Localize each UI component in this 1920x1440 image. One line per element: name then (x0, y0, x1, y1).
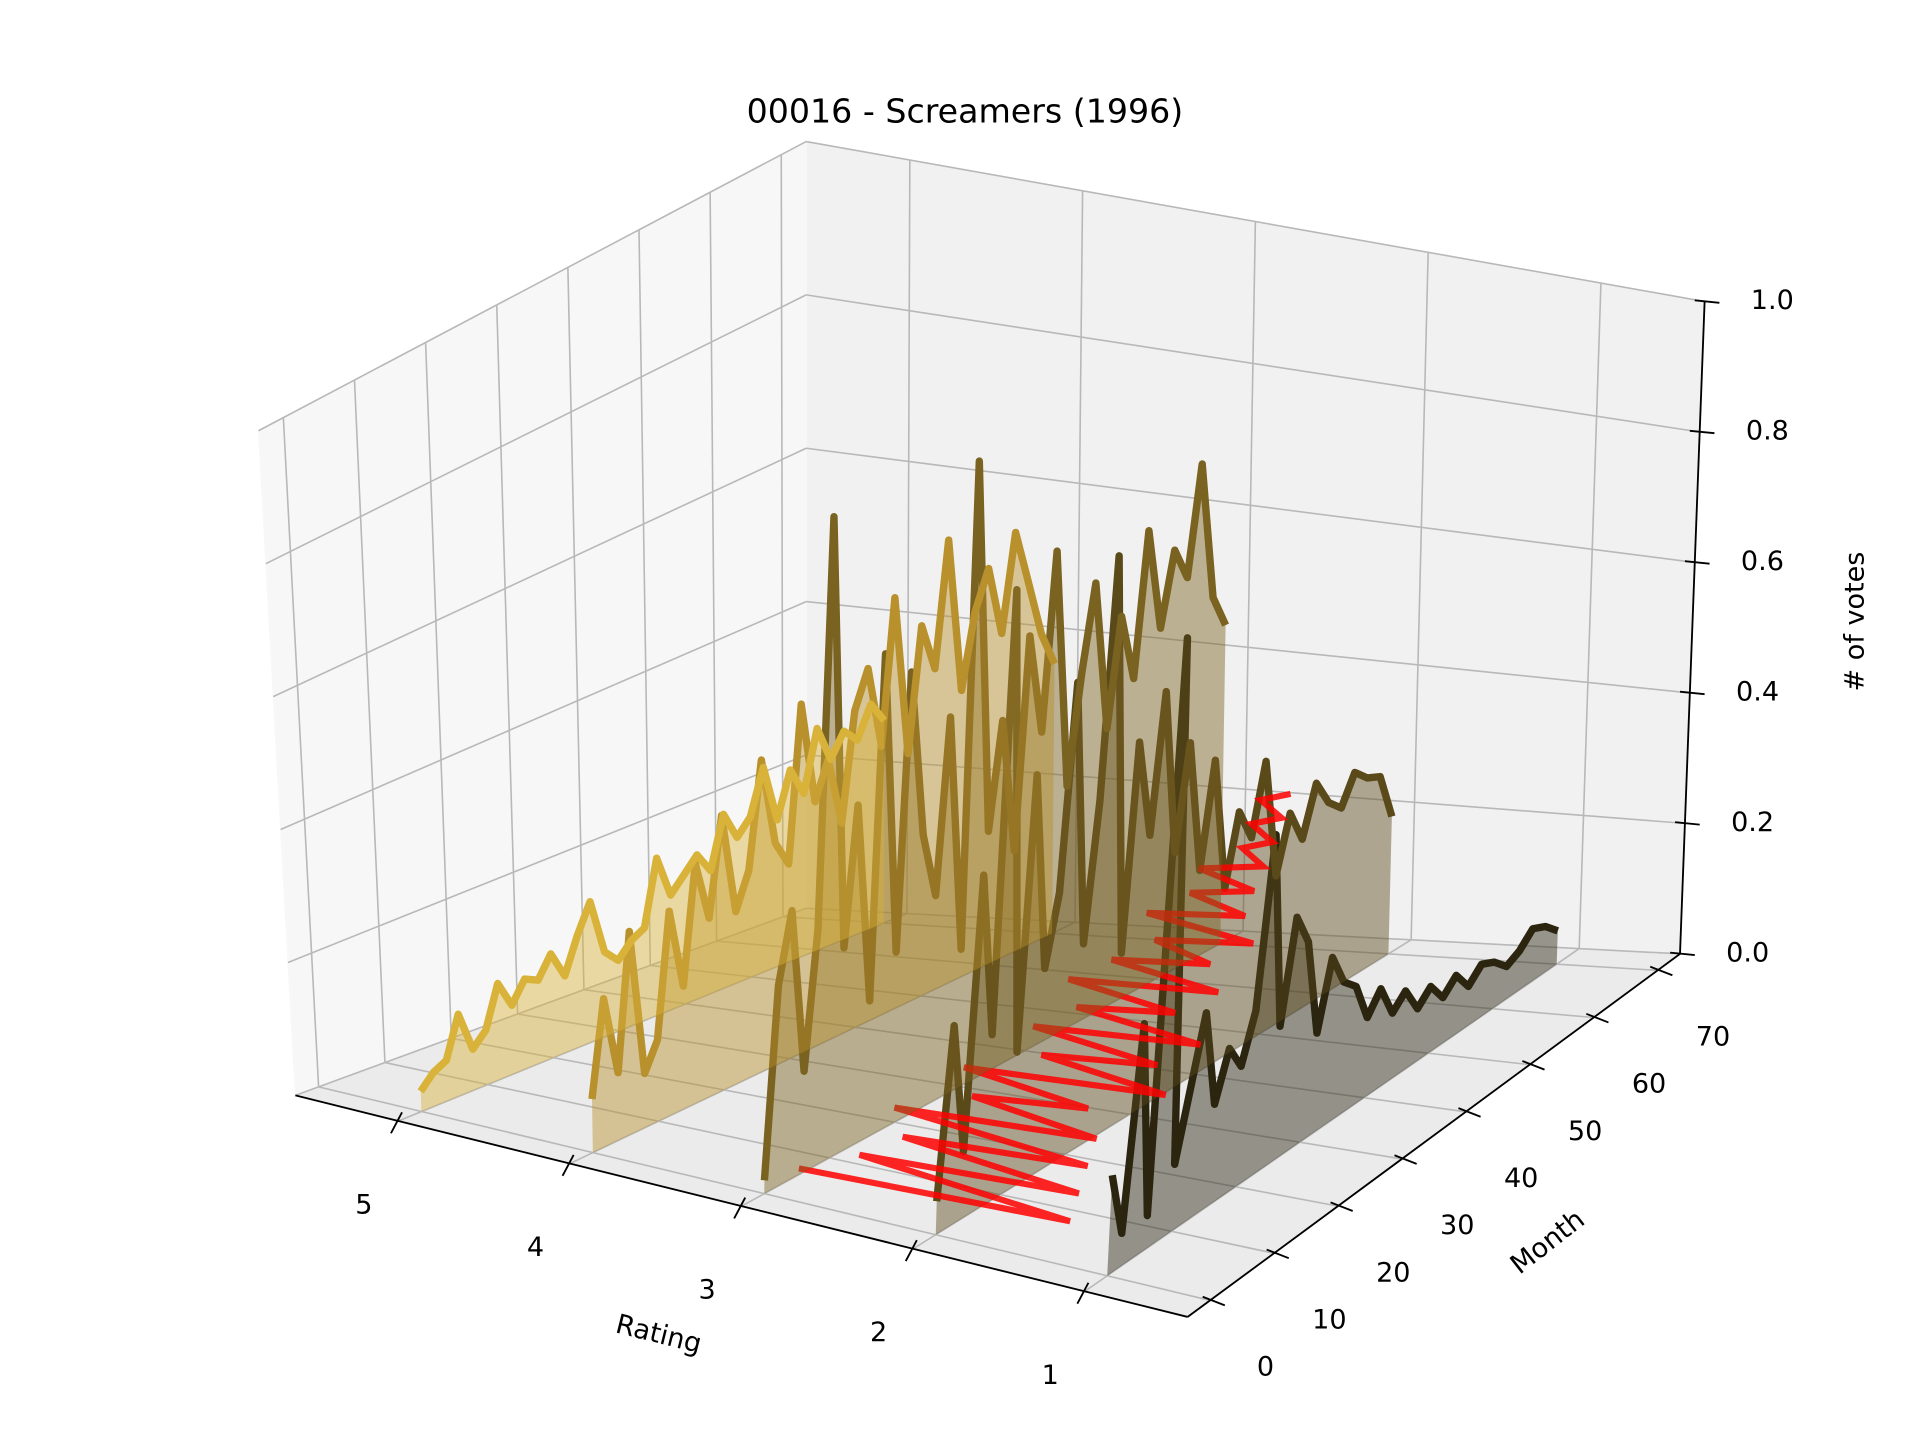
z-tick (1674, 821, 1700, 826)
grid-line (272, 447, 807, 698)
grid-line (583, 988, 1466, 1113)
x-tick-label: 5 (355, 1189, 372, 1220)
y-tick-label: 0 (1257, 1352, 1274, 1383)
grid-line (567, 267, 585, 990)
y-tick (1330, 1201, 1354, 1212)
y-tick-label: 40 (1504, 1163, 1538, 1194)
line (760, 457, 1229, 1181)
y-tick (1202, 1295, 1226, 1307)
x-tick (390, 1111, 403, 1134)
grid-line (716, 940, 1594, 1019)
y-tick (1649, 965, 1673, 977)
z-tick (1679, 690, 1705, 696)
grid-line (806, 294, 1700, 433)
y-tick (1458, 1107, 1481, 1118)
area (1107, 637, 1558, 1276)
grid-line (495, 304, 519, 1015)
grid-line (1074, 190, 1084, 923)
grid-line (1084, 947, 1580, 1293)
y-tick (1585, 1012, 1609, 1024)
grid-line (1410, 252, 1429, 940)
line (1108, 634, 1560, 1238)
grid-line (282, 417, 320, 1087)
y-tick (1522, 1060, 1545, 1071)
y-tick-label: 30 (1440, 1210, 1474, 1241)
z-tick-label: 0.2 (1731, 807, 1774, 838)
x-tick-label: 4 (527, 1232, 544, 1263)
x-tick-label: 3 (698, 1275, 715, 1306)
area (592, 532, 1055, 1153)
trace-line (798, 790, 1292, 1225)
z-tick (1670, 951, 1695, 956)
y-tick-label: 20 (1376, 1257, 1410, 1288)
x-axis-label: Rating (613, 1309, 705, 1360)
x-tick-label: 1 (1042, 1360, 1059, 1391)
x-tick (561, 1154, 575, 1177)
x-tick (904, 1239, 918, 1262)
y-tick-label: 70 (1696, 1022, 1730, 1053)
y-axis-label: Month (1505, 1204, 1591, 1281)
area (764, 461, 1226, 1194)
z-tick-label: 0.8 (1746, 416, 1789, 447)
y-tick-label: 50 (1568, 1116, 1602, 1147)
z-tick (1684, 560, 1710, 565)
chart-title: 00016 - Screamers (1996) (747, 92, 1184, 131)
grid-line (806, 140, 1705, 303)
grid-line (287, 754, 807, 964)
y-tick-label: 10 (1312, 1304, 1346, 1335)
z-tick-label: 1.0 (1751, 285, 1794, 316)
grid-line (424, 342, 453, 1039)
grid-line (353, 380, 386, 1063)
x-tick-label: 2 (870, 1317, 887, 1348)
z-tick-label: 0.6 (1741, 546, 1784, 577)
grid-line (398, 912, 908, 1122)
z-tick (1694, 299, 1720, 304)
grid-line (258, 140, 807, 432)
line (417, 700, 888, 1094)
grid-line (280, 600, 807, 831)
x-tick (733, 1197, 747, 1219)
area (420, 704, 885, 1112)
x-tick (1076, 1282, 1090, 1305)
grid-line (1242, 221, 1257, 932)
y-tick (1266, 1248, 1290, 1260)
grid-line (318, 1086, 1211, 1302)
axis-line (1679, 301, 1706, 954)
z-tick-label: 0.4 (1736, 676, 1779, 707)
grid-line (709, 192, 718, 942)
line (933, 552, 1396, 1202)
z-axis-label: # of votes (1840, 552, 1871, 692)
grid-line (806, 447, 1695, 564)
line (588, 528, 1058, 1100)
area (935, 555, 1392, 1235)
axis-line (1187, 953, 1681, 1318)
z-tick-label: 0.0 (1726, 937, 1769, 968)
z-tick (1689, 429, 1715, 435)
grid-line (638, 229, 652, 966)
grid-line (265, 294, 807, 565)
grid-line (806, 907, 1681, 955)
grid-line (295, 907, 807, 1097)
grid-line (1578, 283, 1602, 949)
y-tick-label: 60 (1632, 1069, 1666, 1100)
y-tick (1394, 1154, 1417, 1165)
